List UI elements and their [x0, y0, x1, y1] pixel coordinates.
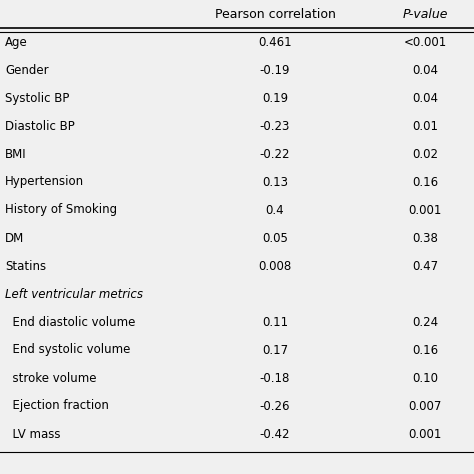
Text: -0.23: -0.23: [260, 119, 290, 133]
Text: 0.461: 0.461: [258, 36, 292, 48]
Text: -0.22: -0.22: [260, 147, 290, 161]
Text: 0.11: 0.11: [262, 316, 288, 328]
Text: Hypertension: Hypertension: [5, 175, 84, 189]
Text: 0.001: 0.001: [408, 203, 442, 217]
Text: Gender: Gender: [5, 64, 49, 76]
Text: 0.007: 0.007: [408, 400, 442, 412]
Text: End systolic volume: End systolic volume: [5, 344, 130, 356]
Text: 0.04: 0.04: [412, 64, 438, 76]
Text: <0.001: <0.001: [403, 36, 447, 48]
Text: 0.01: 0.01: [412, 119, 438, 133]
Text: BMI: BMI: [5, 147, 27, 161]
Text: Systolic BP: Systolic BP: [5, 91, 69, 104]
Text: History of Smoking: History of Smoking: [5, 203, 117, 217]
Text: Diastolic BP: Diastolic BP: [5, 119, 75, 133]
Text: -0.18: -0.18: [260, 372, 290, 384]
Text: 0.02: 0.02: [412, 147, 438, 161]
Text: 0.05: 0.05: [262, 231, 288, 245]
Text: 0.4: 0.4: [266, 203, 284, 217]
Text: stroke volume: stroke volume: [5, 372, 97, 384]
Text: 0.19: 0.19: [262, 91, 288, 104]
Text: Pearson correlation: Pearson correlation: [215, 8, 336, 20]
Text: P-value: P-value: [402, 8, 448, 20]
Text: Ejection fraction: Ejection fraction: [5, 400, 109, 412]
Text: Age: Age: [5, 36, 28, 48]
Text: LV mass: LV mass: [5, 428, 61, 440]
Text: 0.001: 0.001: [408, 428, 442, 440]
Text: 0.24: 0.24: [412, 316, 438, 328]
Text: 0.10: 0.10: [412, 372, 438, 384]
Text: Statins: Statins: [5, 259, 46, 273]
Text: 0.47: 0.47: [412, 259, 438, 273]
Text: -0.42: -0.42: [260, 428, 290, 440]
Text: 0.16: 0.16: [412, 344, 438, 356]
Text: 0.16: 0.16: [412, 175, 438, 189]
Text: End diastolic volume: End diastolic volume: [5, 316, 136, 328]
Text: 0.17: 0.17: [262, 344, 288, 356]
Text: 0.008: 0.008: [258, 259, 292, 273]
Text: 0.04: 0.04: [412, 91, 438, 104]
Text: DM: DM: [5, 231, 24, 245]
Text: 0.13: 0.13: [262, 175, 288, 189]
Text: -0.26: -0.26: [260, 400, 290, 412]
Text: -0.19: -0.19: [260, 64, 290, 76]
Text: 0.38: 0.38: [412, 231, 438, 245]
Text: Left ventricular metrics: Left ventricular metrics: [5, 288, 143, 301]
